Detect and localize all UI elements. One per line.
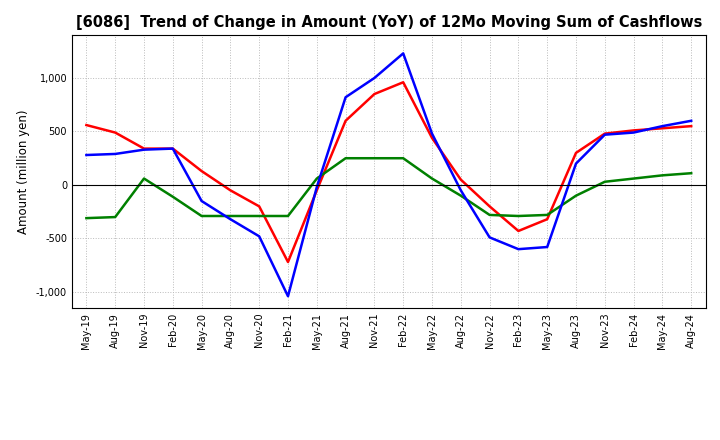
Operating Cashflow: [226, 188, 235, 193]
Investing Cashflow: [82, 216, 91, 221]
Investing Cashflow: [197, 213, 206, 219]
Operating Cashflow: [514, 228, 523, 234]
Free Cashflow: [140, 147, 148, 152]
Free Cashflow: [399, 51, 408, 56]
Investing Cashflow: [111, 214, 120, 220]
Operating Cashflow: [572, 150, 580, 155]
Free Cashflow: [312, 184, 321, 190]
Free Cashflow: [514, 246, 523, 252]
Line: Operating Cashflow: Operating Cashflow: [86, 82, 691, 262]
Free Cashflow: [82, 152, 91, 158]
Operating Cashflow: [341, 118, 350, 124]
Investing Cashflow: [140, 176, 148, 181]
Operating Cashflow: [456, 177, 465, 182]
Free Cashflow: [284, 293, 292, 299]
Free Cashflow: [168, 146, 177, 151]
Operating Cashflow: [543, 216, 552, 222]
Investing Cashflow: [687, 171, 696, 176]
Free Cashflow: [111, 151, 120, 157]
Line: Free Cashflow: Free Cashflow: [86, 53, 691, 296]
Operating Cashflow: [284, 259, 292, 264]
Investing Cashflow: [312, 176, 321, 181]
Investing Cashflow: [226, 213, 235, 219]
Operating Cashflow: [658, 126, 667, 131]
Operating Cashflow: [255, 204, 264, 209]
Operating Cashflow: [111, 130, 120, 135]
Free Cashflow: [370, 75, 379, 81]
Investing Cashflow: [370, 156, 379, 161]
Investing Cashflow: [341, 156, 350, 161]
Free Cashflow: [629, 130, 638, 135]
Free Cashflow: [658, 124, 667, 129]
Y-axis label: Amount (million yen): Amount (million yen): [17, 110, 30, 234]
Investing Cashflow: [514, 213, 523, 219]
Operating Cashflow: [82, 122, 91, 128]
Operating Cashflow: [687, 124, 696, 129]
Free Cashflow: [255, 234, 264, 239]
Investing Cashflow: [168, 194, 177, 199]
Free Cashflow: [600, 132, 609, 137]
Investing Cashflow: [629, 176, 638, 181]
Investing Cashflow: [456, 193, 465, 198]
Operating Cashflow: [312, 188, 321, 193]
Operating Cashflow: [140, 146, 148, 151]
Investing Cashflow: [399, 156, 408, 161]
Title: [6086]  Trend of Change in Amount (YoY) of 12Mo Moving Sum of Cashflows: [6086] Trend of Change in Amount (YoY) o…: [76, 15, 702, 30]
Operating Cashflow: [168, 146, 177, 151]
Free Cashflow: [687, 118, 696, 124]
Investing Cashflow: [284, 213, 292, 219]
Investing Cashflow: [428, 176, 436, 181]
Investing Cashflow: [485, 212, 494, 217]
Free Cashflow: [341, 95, 350, 100]
Operating Cashflow: [485, 204, 494, 209]
Investing Cashflow: [572, 193, 580, 198]
Investing Cashflow: [600, 179, 609, 184]
Free Cashflow: [572, 161, 580, 166]
Operating Cashflow: [197, 169, 206, 174]
Investing Cashflow: [543, 212, 552, 217]
Operating Cashflow: [399, 80, 408, 85]
Operating Cashflow: [428, 135, 436, 140]
Free Cashflow: [456, 188, 465, 193]
Free Cashflow: [197, 198, 206, 204]
Investing Cashflow: [658, 173, 667, 178]
Free Cashflow: [543, 244, 552, 249]
Operating Cashflow: [629, 128, 638, 133]
Free Cashflow: [428, 131, 436, 136]
Operating Cashflow: [600, 131, 609, 136]
Free Cashflow: [226, 216, 235, 222]
Free Cashflow: [485, 235, 494, 240]
Operating Cashflow: [370, 92, 379, 97]
Line: Investing Cashflow: Investing Cashflow: [86, 158, 691, 218]
Investing Cashflow: [255, 213, 264, 219]
